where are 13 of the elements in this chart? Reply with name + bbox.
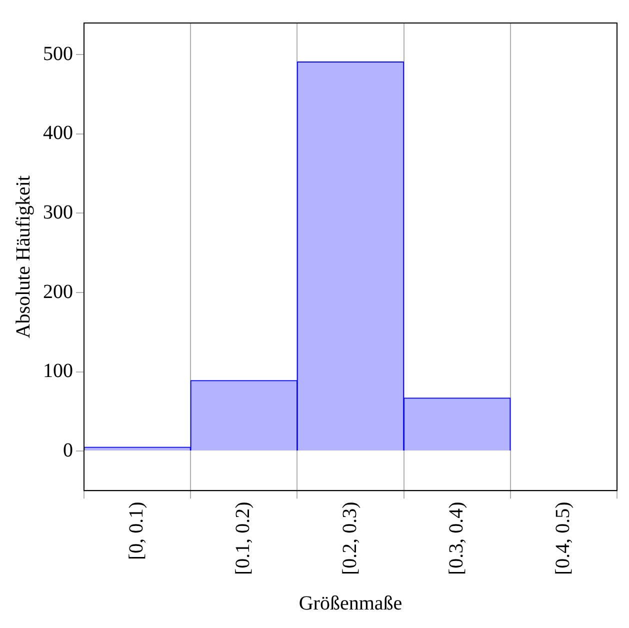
x-tick-label: [0.4, 0.5) xyxy=(552,502,574,576)
y-axis-title: Absolute Häufigkeit xyxy=(12,175,34,338)
y-tick-label: 200 xyxy=(43,280,73,303)
x-tick-label: [0, 0.1) xyxy=(126,502,148,560)
x-tick-label: [0.1, 0.2) xyxy=(232,502,254,576)
y-tick-label: 400 xyxy=(43,122,73,144)
y-tick-label: 300 xyxy=(43,201,73,224)
y-tick-label: 500 xyxy=(43,42,73,65)
x-tick-label: [0.2, 0.3) xyxy=(338,502,361,576)
x-tick-label: [0.3, 0.4) xyxy=(445,502,468,576)
y-tick-label: 0 xyxy=(63,439,73,462)
y-tick-label: 100 xyxy=(43,360,73,382)
x-axis-title: Größenmaße xyxy=(298,592,402,614)
